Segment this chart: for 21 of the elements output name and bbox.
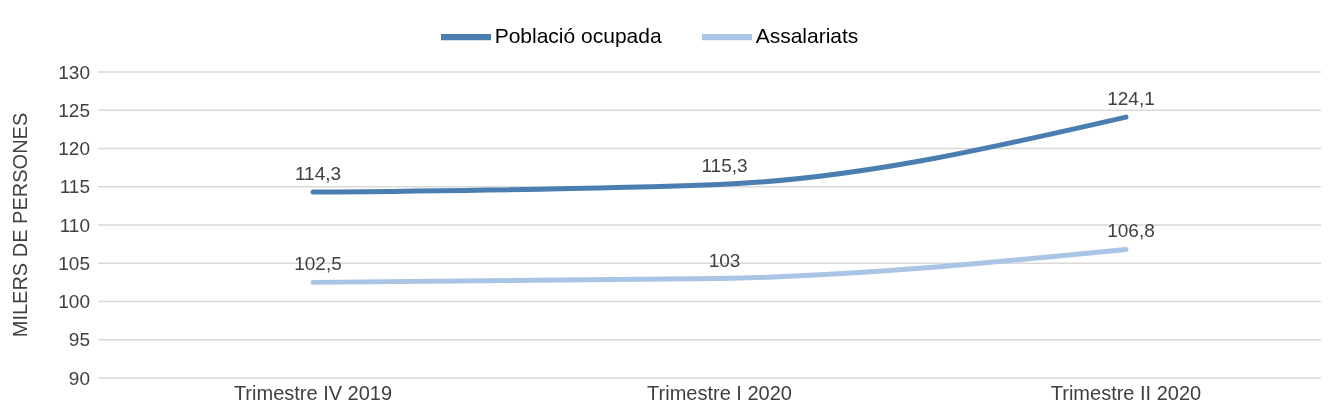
- data-label: 115,3: [701, 155, 748, 177]
- data-label: 106,8: [1107, 220, 1155, 242]
- y-tick-label: 90: [68, 367, 90, 389]
- y-tick-label: 110: [59, 214, 90, 236]
- x-tick-label: Trimestre II 2020: [1050, 382, 1202, 405]
- y-tick-label: 130: [58, 61, 90, 83]
- data-label: 124,1: [1107, 88, 1155, 110]
- x-tick-label: Trimestre IV 2019: [233, 382, 393, 405]
- y-tick-label: 115: [59, 176, 90, 198]
- data-label: 102,5: [294, 253, 342, 275]
- y-tick-label: 125: [58, 100, 90, 121]
- y-axis-title: MILERS DE PERSONES: [9, 112, 32, 338]
- x-tick-label: Trimestre I 2020: [647, 382, 792, 405]
- y-tick-label: 120: [58, 138, 90, 160]
- y-tick-label: 100: [58, 291, 90, 313]
- legend-label: Assalariats: [755, 23, 859, 47]
- y-tick-label: 95: [68, 329, 90, 351]
- data-label: 103: [708, 249, 741, 271]
- data-label: 114,3: [294, 163, 342, 185]
- legend-label: Població ocupada: [494, 23, 662, 47]
- y-tick-label: 105: [58, 252, 90, 274]
